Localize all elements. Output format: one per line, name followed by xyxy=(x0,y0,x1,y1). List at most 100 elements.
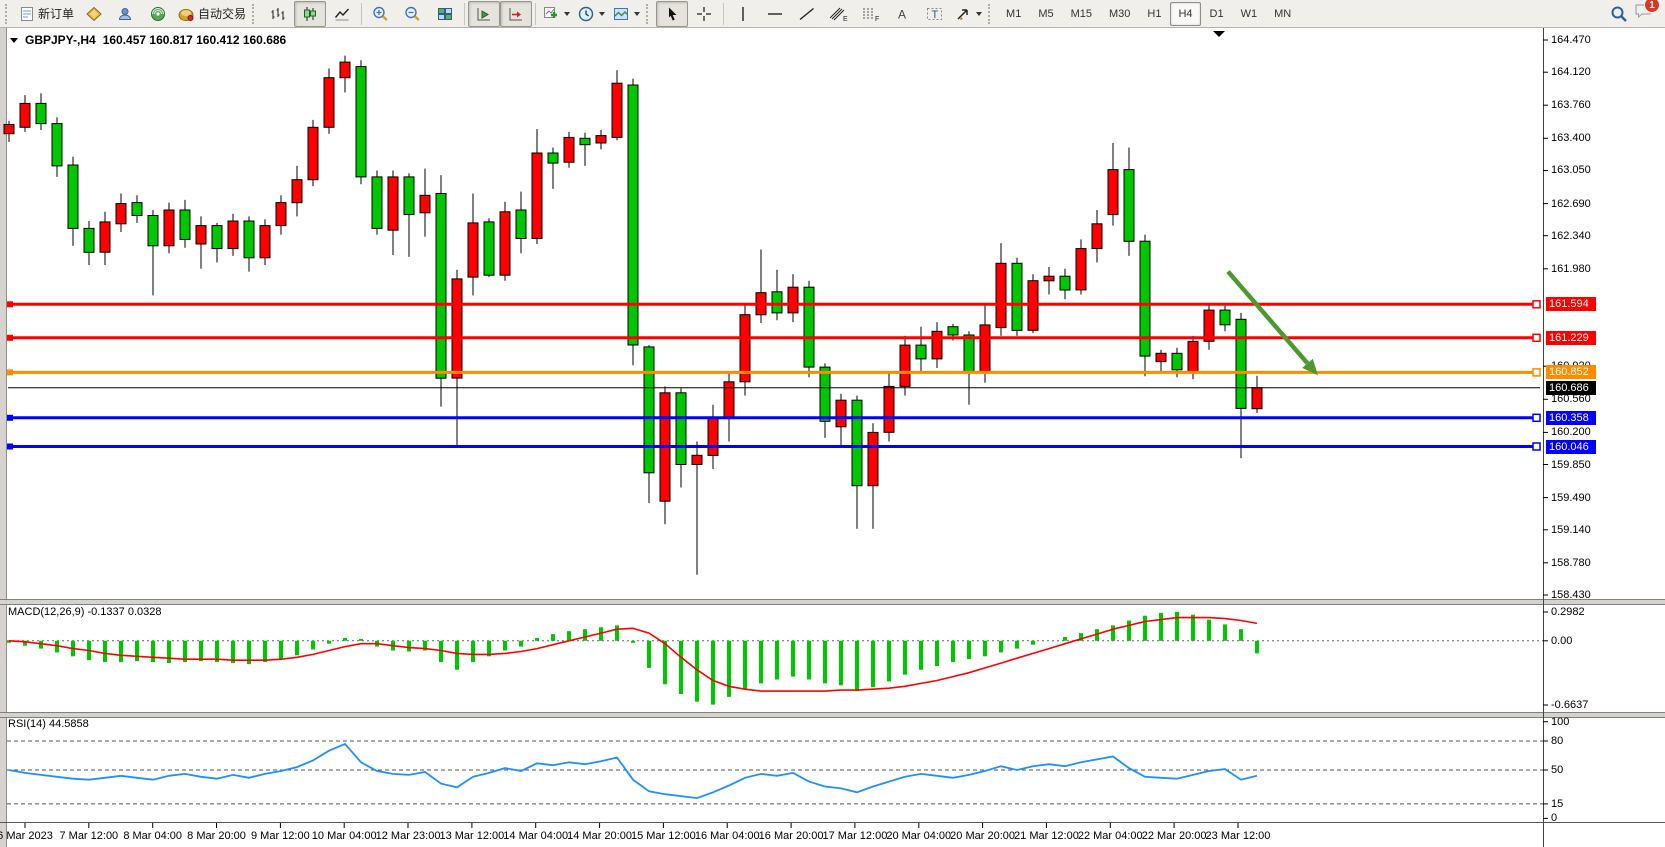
time-tick-label: 6 Mar 2023 xyxy=(0,830,53,842)
chart-menu-icon[interactable] xyxy=(10,37,18,43)
toolbar-grip[interactable] xyxy=(646,3,652,24)
timeframe-group: M1 M5 M15 M30 H1 H4 D1 W1 MN xyxy=(998,1,1299,26)
time-tick-label: 13 Mar 12:00 xyxy=(439,830,505,842)
time-tick-label: 14 Mar 04:00 xyxy=(503,830,569,842)
dropdown-caret-icon xyxy=(634,11,641,16)
new-order-button[interactable]: 新订单 xyxy=(15,1,78,27)
price-line-tag: 160.686 xyxy=(1546,380,1596,395)
line-chart-button[interactable] xyxy=(326,1,358,27)
dropdown-caret-icon xyxy=(976,11,983,16)
horizontal-line-icon xyxy=(768,12,783,15)
price-tick-label: 160.200 xyxy=(1551,426,1591,439)
price-line-tag: 160.046 xyxy=(1546,439,1596,454)
chart-shift-button[interactable] xyxy=(500,0,533,27)
crosshair-icon xyxy=(697,6,712,21)
svg-text:A: A xyxy=(898,7,906,21)
tf-button-M30[interactable]: M30 xyxy=(1109,7,1131,20)
signals-icon xyxy=(151,6,166,21)
rsi-tick-label: 15 xyxy=(1551,797,1564,810)
notifications-button[interactable]: 1 xyxy=(1634,0,1660,25)
dropdown-caret-icon xyxy=(564,11,571,16)
bar-chart-icon xyxy=(271,7,285,20)
zoom-out-button[interactable] xyxy=(397,1,429,27)
time-tick-label: 15 Mar 12:00 xyxy=(630,830,696,842)
tf-button-M5[interactable]: M5 xyxy=(1038,7,1054,20)
auto-scroll-icon xyxy=(477,7,491,20)
auto-scroll-button[interactable] xyxy=(468,0,501,27)
fibonacci-icon: F xyxy=(863,8,879,22)
time-tick-label: 22 Mar 04:00 xyxy=(1077,830,1143,842)
tf-button-D1[interactable]: D1 xyxy=(1209,7,1224,20)
price-tick-label: 162.690 xyxy=(1551,197,1591,210)
tf-button-W1[interactable]: W1 xyxy=(1240,7,1258,20)
autotrading-icon xyxy=(178,8,194,21)
time-tick-label: 12 Mar 23:00 xyxy=(375,830,441,842)
templates-button[interactable] xyxy=(609,1,644,27)
time-tick-label: 8 Mar 20:00 xyxy=(187,830,246,842)
vertical-line-button[interactable] xyxy=(727,1,759,27)
chart-shift-icon xyxy=(509,7,523,20)
toolbar-grip[interactable] xyxy=(988,3,994,24)
time-tick-label: 22 Mar 20:00 xyxy=(1141,830,1207,842)
text-label-button[interactable]: T xyxy=(919,1,951,27)
price-tick-label: 159.490 xyxy=(1551,491,1591,504)
tf-button-H4[interactable]: H4 xyxy=(1170,1,1201,26)
price-line-tag: 160.852 xyxy=(1546,365,1596,380)
gold-diamond-icon xyxy=(86,6,102,21)
price-tick-label: 163.760 xyxy=(1551,99,1591,112)
profile-icon xyxy=(119,7,132,20)
ohlc-values: 160.457 160.817 160.412 160.686 xyxy=(102,33,287,47)
dropdown-caret-icon xyxy=(599,11,606,16)
profile-button[interactable] xyxy=(110,1,142,27)
rsi-tick-label: 0 xyxy=(1551,812,1558,825)
autotrading-label: 自动交易 xyxy=(198,7,247,21)
templates-icon xyxy=(614,7,629,20)
time-tick-label: 23 Mar 12:00 xyxy=(1205,830,1271,842)
zoom-in-icon xyxy=(373,6,388,21)
time-tick-label: 8 Mar 04:00 xyxy=(123,830,183,842)
new-order-label: 新订单 xyxy=(38,7,75,21)
indicators-add-icon xyxy=(544,6,558,18)
rsi-label: RSI(14) 44.5858 xyxy=(8,718,89,730)
bar-chart-button[interactable] xyxy=(262,1,294,27)
rsi-tick-label: 50 xyxy=(1551,764,1564,777)
svg-text:F: F xyxy=(875,16,879,22)
tf-button-MN[interactable]: MN xyxy=(1274,7,1292,20)
trend-line-button[interactable] xyxy=(791,1,823,27)
periods-button[interactable] xyxy=(574,1,609,27)
text-button[interactable]: A xyxy=(887,1,919,27)
autotrading-button[interactable]: 自动交易 xyxy=(174,1,250,27)
tf-button-M1[interactable]: M1 xyxy=(1006,7,1022,20)
line-chart-icon xyxy=(334,8,350,20)
time-tick-label: 9 Mar 12:00 xyxy=(251,830,310,842)
tile-windows-button[interactable] xyxy=(429,1,461,27)
toolbar-grip[interactable] xyxy=(252,3,258,24)
time-tick-label: 14 Mar 20:00 xyxy=(567,830,632,842)
horizontal-line-button[interactable] xyxy=(759,1,791,27)
notification-badge: 1 xyxy=(1644,0,1660,13)
arrows-button[interactable] xyxy=(951,1,986,27)
tf-button-M15[interactable]: M15 xyxy=(1070,7,1092,20)
time-tick-label: 16 Mar 20:00 xyxy=(758,830,824,842)
periods-clock-icon xyxy=(578,6,594,21)
text-label-icon: T xyxy=(927,7,943,21)
zoom-in-button[interactable] xyxy=(365,1,397,27)
fibonacci-button[interactable]: F xyxy=(855,1,887,27)
signals-button[interactable] xyxy=(142,1,174,27)
macd-label: MACD(12,26,9) -0.1337 0.0328 xyxy=(8,606,162,618)
gold-diamond-button[interactable] xyxy=(78,1,110,27)
equidistant-channel-icon: E xyxy=(829,7,848,22)
crosshair-button[interactable] xyxy=(688,1,720,27)
equidistant-channel-button[interactable]: E xyxy=(823,1,855,27)
indicators-button[interactable] xyxy=(539,1,574,27)
candle-chart-button[interactable] xyxy=(294,0,327,27)
cursor-icon xyxy=(669,7,677,20)
price-tick-label: 160.560 xyxy=(1551,393,1591,406)
search-icon[interactable] xyxy=(1610,5,1628,23)
time-tick-label: 16 Mar 04:00 xyxy=(694,830,760,842)
toolbar-grip[interactable] xyxy=(5,3,11,24)
tf-button-H1[interactable]: H1 xyxy=(1147,7,1162,20)
cursor-button[interactable] xyxy=(656,0,689,27)
price-tick-label: 162.340 xyxy=(1551,229,1591,242)
